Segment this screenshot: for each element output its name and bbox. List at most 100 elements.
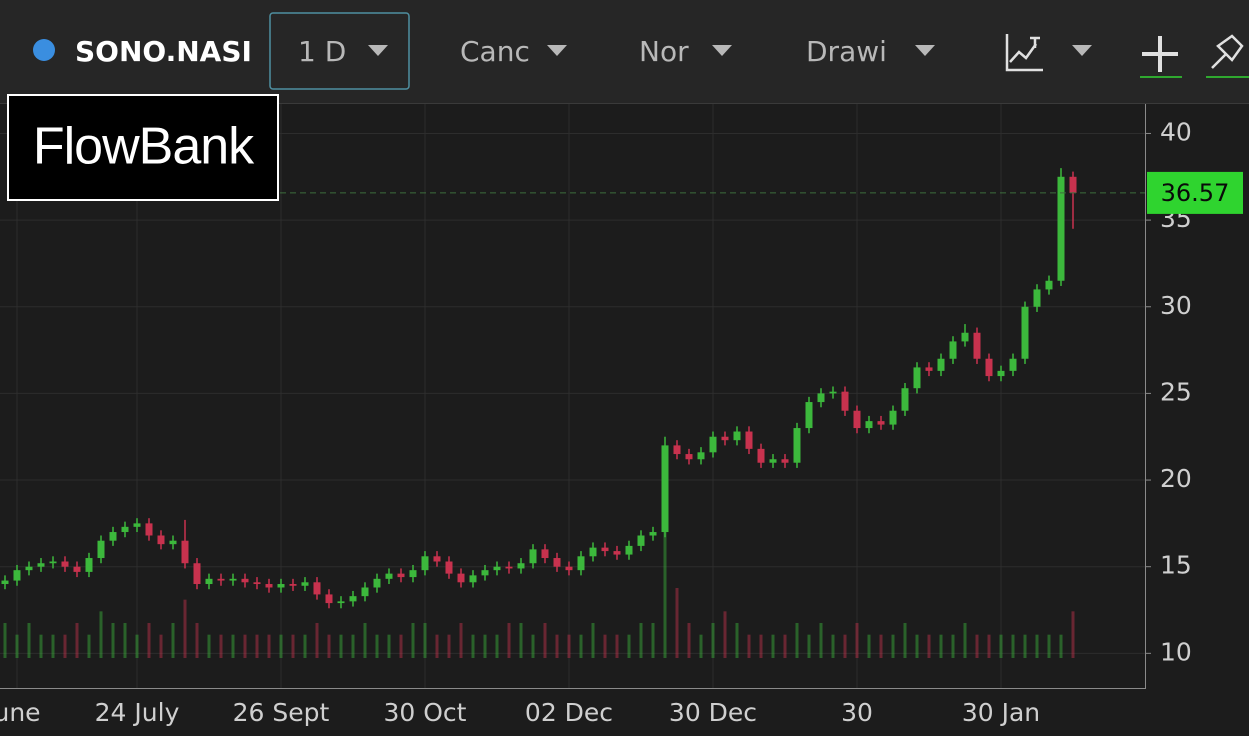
candle-body (721, 436, 729, 441)
candle-body (181, 540, 189, 564)
volume-bar (111, 623, 115, 658)
y-tick-label: 40 (1160, 117, 1192, 146)
volume-bar (975, 634, 979, 658)
candle-body (505, 566, 513, 569)
interval[interactable]: 1 D (298, 35, 346, 68)
candle-body (157, 535, 165, 545)
candle-body (961, 332, 969, 342)
volume-bar (411, 623, 415, 658)
volume-bar (63, 634, 67, 658)
candle-body (925, 367, 933, 371)
caret[interactable] (1072, 45, 1092, 56)
candle-body (973, 332, 981, 359)
caret[interactable] (547, 45, 567, 56)
volume-bar (123, 623, 127, 658)
candle-body (901, 388, 909, 411)
candle-body (445, 561, 453, 574)
volume-bar (291, 634, 295, 658)
candle-body (193, 563, 201, 585)
candle-body (13, 570, 21, 581)
candle-body (673, 445, 681, 455)
indicator-icon[interactable] (1005, 34, 1043, 72)
candle-body (733, 431, 741, 441)
symbol[interactable]: SONO.NASI (75, 35, 252, 68)
volume-bar (219, 634, 223, 658)
volume-bar (687, 623, 691, 658)
candle-body (1033, 289, 1041, 307)
volume-bar (663, 518, 667, 658)
interval-button[interactable] (269, 12, 410, 90)
volume-bar (1035, 634, 1039, 658)
volume-bar (243, 634, 247, 658)
candle-body (649, 532, 657, 536)
scale-mode[interactable]: Nor (639, 35, 689, 68)
caret[interactable] (368, 45, 388, 56)
candle-body (301, 582, 309, 586)
candle-body (625, 545, 633, 555)
logo: FlowBank (33, 118, 255, 176)
volume-bar (963, 623, 967, 658)
volume-bar (675, 588, 679, 658)
volume-bar (1071, 611, 1075, 658)
volume-bar (387, 634, 391, 658)
drawings[interactable]: Drawi (806, 35, 887, 68)
candle-body (541, 549, 549, 559)
candle-body (949, 341, 957, 359)
volume-bar (399, 634, 403, 658)
hammer-icon[interactable] (1211, 34, 1244, 69)
volume-bar (1011, 634, 1015, 658)
x-tick-label: 02 Dec (525, 698, 613, 727)
candle-body (1021, 306, 1029, 359)
chart-style[interactable]: Canc (460, 35, 530, 68)
volume-bar (531, 634, 535, 658)
volume-bar (819, 623, 823, 658)
candle-body (997, 370, 1005, 377)
candle-body (73, 566, 81, 572)
volume-bar (183, 599, 187, 658)
volume-bar (843, 634, 847, 658)
volume-bar (363, 623, 367, 658)
caret[interactable] (712, 45, 732, 56)
volume-bar (867, 634, 871, 658)
candle-body (1045, 280, 1053, 290)
candle-body (1, 580, 9, 585)
candle-body (397, 573, 405, 578)
candle-body (337, 601, 345, 604)
volume-bar (231, 634, 235, 658)
volume-bar (375, 634, 379, 658)
candle-body (349, 596, 357, 602)
volume-bar (651, 623, 655, 658)
volume-bar (423, 623, 427, 658)
candle-body (1057, 176, 1065, 281)
candle-body (109, 532, 117, 541)
toolbar (0, 0, 1249, 103)
candle-body (49, 561, 57, 564)
volume-bar (735, 623, 739, 658)
candle-body (781, 459, 789, 463)
candle-body (205, 578, 213, 585)
candle-body (517, 563, 525, 569)
candle-body (121, 526, 129, 533)
candle-body (805, 402, 813, 429)
volume-bar (147, 623, 151, 658)
volume-bar (723, 611, 727, 658)
candle-body (709, 436, 717, 453)
candle-body (817, 393, 825, 403)
caret[interactable] (915, 45, 935, 56)
volume-bar (327, 634, 331, 658)
volume-bar (591, 623, 595, 658)
candle-body (145, 523, 153, 536)
candle-body (217, 578, 225, 581)
candle-body (229, 578, 237, 581)
candle-body (565, 566, 573, 571)
volume-bar (483, 634, 487, 658)
candle-body (985, 358, 993, 377)
candle-body (937, 358, 945, 371)
candle-body (577, 556, 585, 571)
candle-body (637, 535, 645, 546)
volume-bar (51, 634, 55, 658)
crosshair-icon[interactable] (1142, 36, 1178, 72)
y-tick-label: 25 (1160, 377, 1192, 406)
candle-body (421, 556, 429, 571)
